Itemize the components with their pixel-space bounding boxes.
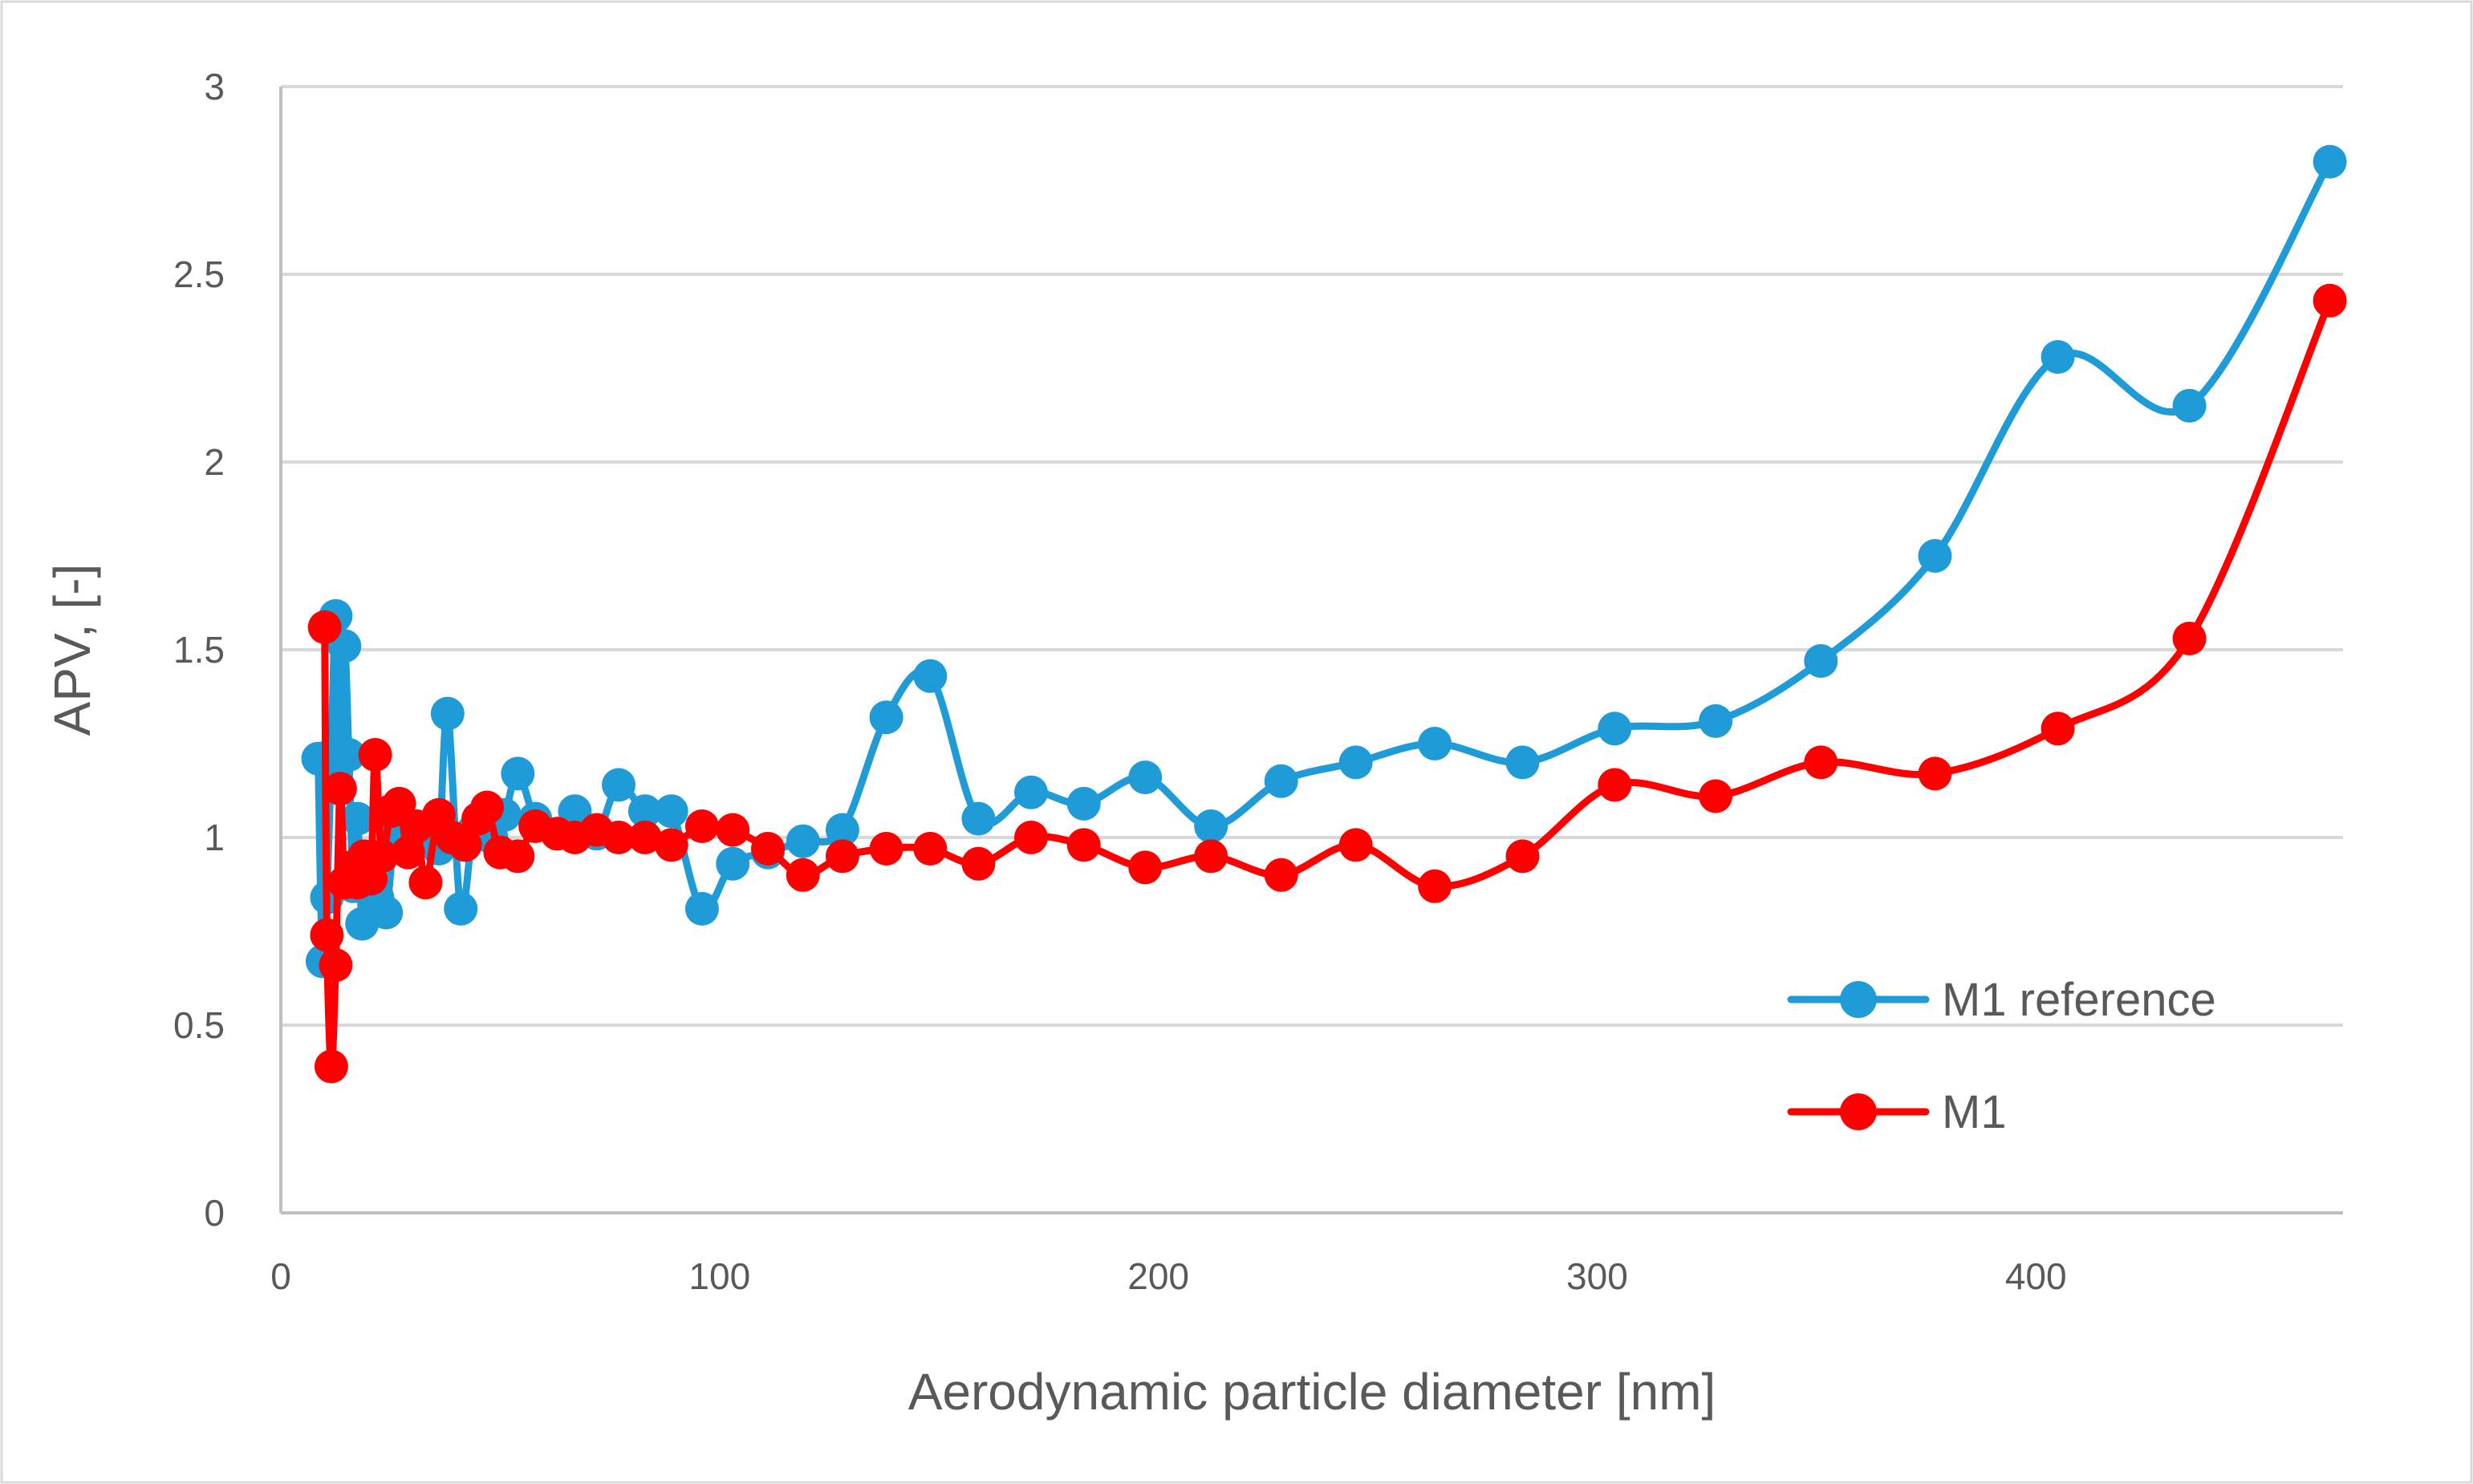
data-point (2313, 283, 2347, 318)
data-point (825, 813, 859, 847)
data-point (1014, 821, 1048, 854)
data-point (470, 790, 504, 825)
data-point (448, 828, 482, 862)
data-point (1066, 786, 1101, 821)
data-point (684, 809, 719, 843)
data-point (602, 821, 636, 854)
data-point (340, 801, 375, 836)
x-tick-label: 300 (1566, 1255, 1628, 1297)
data-point (627, 821, 662, 854)
y-tick-label: 3 (204, 66, 225, 107)
x-axis-title: Aerodynamic particle diameter [nm] (908, 1363, 1716, 1421)
data-point (684, 891, 719, 926)
y-axis-title: APV, [-] (43, 564, 101, 736)
data-point (1418, 869, 1452, 903)
data-point (430, 696, 465, 731)
data-point (364, 839, 399, 874)
data-point (310, 918, 344, 952)
data-point (1194, 809, 1228, 843)
data-point (323, 772, 357, 806)
legend: M1 reference M1 (1787, 974, 2216, 1138)
x-tick-label: 100 (688, 1255, 750, 1297)
x-tick-label: 0 (270, 1255, 291, 1297)
data-point (1194, 839, 1228, 874)
y-tick-label: 2.5 (173, 253, 225, 295)
data-point (408, 866, 443, 900)
data-point (913, 659, 948, 693)
series-group (301, 144, 2347, 1084)
data-point (961, 801, 996, 836)
data-point (2172, 388, 2207, 423)
data-point (786, 858, 820, 892)
series-m1 (307, 283, 2347, 1084)
data-point (1066, 828, 1101, 862)
data-point (2313, 144, 2347, 179)
data-point (501, 839, 535, 874)
data-point (1918, 539, 1952, 573)
data-point (913, 832, 948, 866)
data-point (1804, 745, 1838, 780)
data-point (1338, 828, 1373, 862)
data-point (1505, 839, 1540, 874)
data-point (1418, 727, 1452, 760)
y-tick-label: 1 (204, 817, 225, 858)
data-point (1338, 745, 1373, 780)
y-tick-label: 0 (204, 1192, 225, 1234)
data-point (1128, 760, 1163, 795)
data-point (1014, 775, 1048, 809)
data-point (1128, 850, 1163, 885)
data-point (1598, 712, 1632, 746)
data-point (1264, 764, 1298, 798)
data-point (1505, 745, 1540, 780)
x-tick-label: 200 (1127, 1255, 1189, 1297)
data-point (369, 895, 404, 930)
data-point (716, 813, 750, 847)
legend-item: M1 (1787, 1086, 2007, 1138)
data-point (786, 824, 820, 858)
legend-label: M1 (1942, 1086, 2007, 1138)
data-point (314, 1049, 348, 1084)
legend-marker (1840, 981, 1877, 1018)
data-point (1699, 779, 1733, 813)
data-point (654, 794, 688, 829)
data-point (1804, 644, 1838, 678)
data-point (331, 738, 366, 772)
data-point (307, 610, 342, 644)
data-point (1918, 756, 1952, 791)
data-point (751, 832, 785, 866)
data-point (1598, 768, 1632, 802)
data-point (627, 794, 662, 829)
legend-marker (1840, 1093, 1877, 1130)
data-point (358, 738, 392, 772)
data-point (716, 846, 750, 881)
y-tick-label: 0.5 (173, 1004, 225, 1046)
data-point (1264, 858, 1298, 892)
data-point (444, 891, 478, 926)
y-tick-label: 1.5 (173, 629, 225, 671)
axes: 0 0.5 1 1.5 2 2.5 3 0 100 200 300 400 (173, 66, 2343, 1297)
legend-item: M1 reference (1787, 974, 2216, 1026)
data-point (869, 700, 904, 735)
data-point (602, 768, 636, 802)
data-point (869, 832, 904, 866)
data-point (2041, 712, 2075, 746)
data-point (1699, 703, 1733, 738)
data-point (2041, 340, 2075, 374)
y-tick-label: 2 (204, 441, 225, 483)
data-point (825, 839, 859, 874)
legend-label: M1 reference (1942, 974, 2216, 1026)
data-point (654, 828, 688, 862)
data-point (391, 835, 425, 870)
data-point (961, 846, 996, 881)
x-tick-label: 400 (2005, 1255, 2067, 1297)
data-point (2172, 622, 2207, 655)
data-point (319, 948, 353, 983)
data-point (501, 756, 535, 791)
